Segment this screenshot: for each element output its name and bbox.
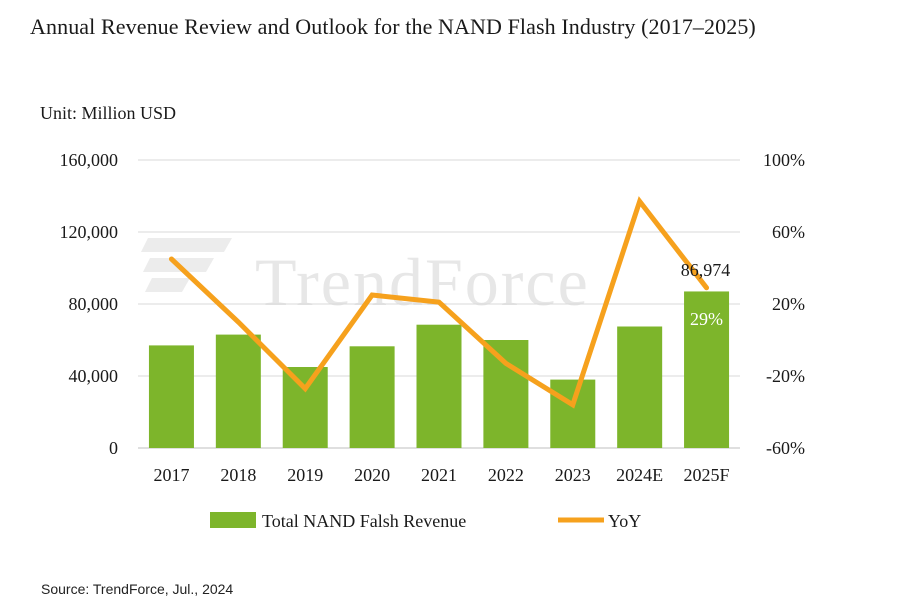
- x-axis: 2017 2018 2019 2020 2021 2022 2023 2024E 2025F: [153, 465, 729, 485]
- y2-tick-label: 60%: [772, 222, 805, 242]
- y-tick-label: 80,000: [69, 294, 119, 314]
- y2-tick-label: 100%: [763, 150, 805, 170]
- x-tick-label: 2020: [354, 465, 390, 485]
- y2-tick-label: -20%: [766, 366, 805, 386]
- watermark-text: TrendForce: [255, 244, 590, 320]
- y-tick-label: 120,000: [60, 222, 119, 242]
- unit-label: Unit: Million USD: [40, 103, 177, 123]
- bar: [684, 291, 730, 448]
- bar: [416, 324, 462, 448]
- data-labels: 86,974 29%: [681, 260, 731, 329]
- y2-tick-label: -60%: [766, 438, 805, 458]
- yoy-data-label: 29%: [690, 309, 723, 329]
- x-tick-label: 2019: [287, 465, 323, 485]
- y-tick-label: 40,000: [69, 366, 119, 386]
- x-tick-label: 2021: [421, 465, 457, 485]
- x-tick-label: 2017: [153, 465, 189, 485]
- yoy-series: [168, 196, 710, 409]
- bar: [148, 345, 194, 448]
- y-tick-label: 0: [109, 438, 118, 458]
- source-note: Source: TrendForce, Jul., 2024: [41, 581, 234, 597]
- legend-bar-swatch: [210, 512, 256, 528]
- bar: [282, 367, 328, 448]
- bar-series: [148, 291, 730, 448]
- y-axis-left: 0 40,000 80,000 120,000 160,000: [60, 150, 119, 458]
- bar: [349, 346, 395, 448]
- y2-tick-label: 20%: [772, 294, 805, 314]
- x-tick-label: 2022: [488, 465, 524, 485]
- legend-line-label: YoY: [608, 511, 641, 531]
- bar: [483, 340, 529, 448]
- y-axis-right: -60% -20% 20% 60% 100%: [763, 150, 805, 458]
- chart-title: Annual Revenue Review and Outlook for th…: [30, 14, 756, 39]
- bar: [617, 326, 663, 448]
- y-tick-label: 160,000: [60, 150, 119, 170]
- value-data-label: 86,974: [681, 260, 731, 280]
- watermark: TrendForce: [141, 238, 590, 320]
- x-tick-label: 2018: [220, 465, 256, 485]
- x-tick-label: 2023: [555, 465, 591, 485]
- legend: Total NAND Falsh Revenue YoY: [210, 511, 641, 531]
- legend-bar-label: Total NAND Falsh Revenue: [262, 511, 466, 531]
- bar: [215, 334, 261, 448]
- x-tick-label: 2024E: [616, 465, 663, 485]
- bar: [550, 379, 596, 448]
- watermark-logo-icon: [141, 238, 232, 292]
- x-tick-label: 2025F: [684, 465, 730, 485]
